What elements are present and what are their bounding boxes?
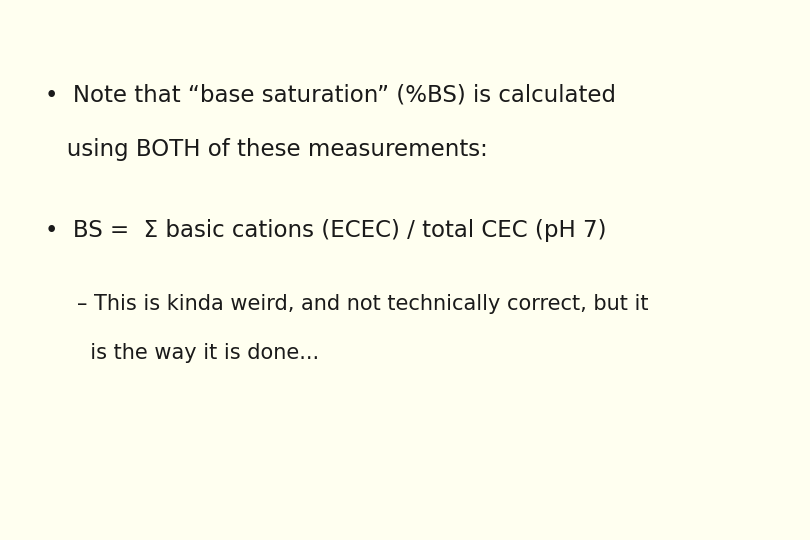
Text: using BOTH of these measurements:: using BOTH of these measurements: <box>45 138 488 161</box>
Text: – This is kinda weird, and not technically correct, but it: – This is kinda weird, and not technical… <box>77 294 649 314</box>
Text: •  BS =  Σ basic cations (ECEC) / total CEC (pH 7): • BS = Σ basic cations (ECEC) / total CE… <box>45 219 606 242</box>
Text: •  Note that “base saturation” (%BS) is calculated: • Note that “base saturation” (%BS) is c… <box>45 84 616 107</box>
Text: is the way it is done...: is the way it is done... <box>77 343 319 363</box>
